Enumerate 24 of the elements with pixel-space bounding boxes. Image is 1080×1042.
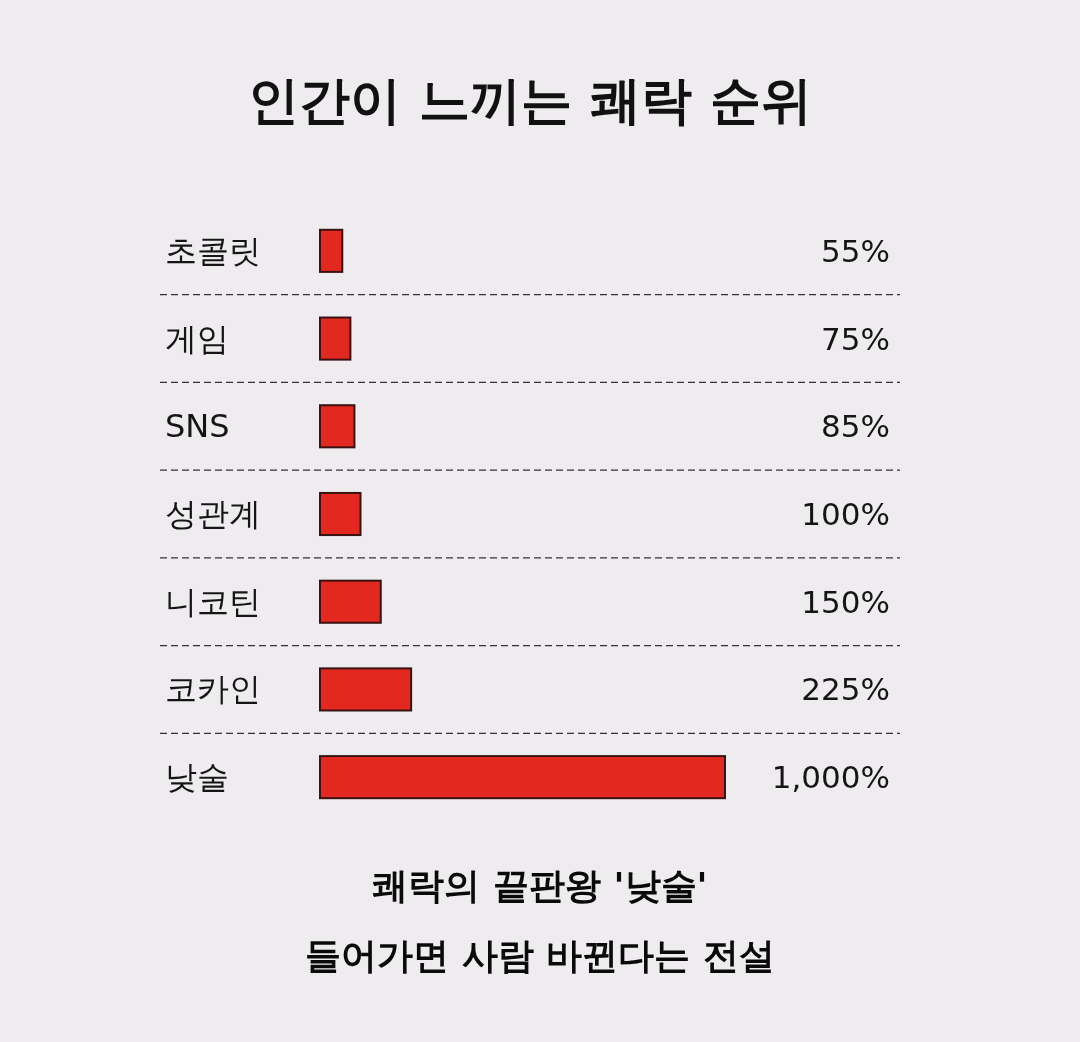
bar	[319, 755, 726, 800]
bar	[319, 404, 356, 449]
y-tick-label: 성관계	[165, 495, 261, 533]
bar	[319, 667, 413, 712]
bar	[319, 579, 382, 624]
data-label: 100%	[801, 496, 890, 532]
data-label: 75%	[821, 320, 890, 357]
y-tick-label: 니코틴	[165, 582, 261, 621]
data-label: 55%	[821, 232, 890, 269]
bar	[319, 491, 362, 537]
data-label: 1,000%	[771, 759, 890, 796]
data-label: 150%	[801, 583, 890, 620]
chart-title: 인간이 느끼는 쾌락 순위	[248, 70, 812, 130]
y-tick-label: 초콜릿	[165, 231, 261, 270]
data-label: 225%	[801, 671, 890, 708]
y-tick-label: SNS	[165, 407, 230, 446]
text: 들어가면 사람 바뀐다는 전설	[305, 934, 775, 976]
y-tick-label: 낮술	[165, 758, 229, 797]
data-label: 85%	[821, 408, 890, 445]
y-tick-label: 게임	[165, 319, 229, 358]
y-tick-label: 코카인	[165, 670, 261, 709]
bar	[319, 316, 352, 361]
text: 쾌락의 끝판왕 '낮술'	[372, 864, 708, 906]
bar	[319, 228, 344, 273]
